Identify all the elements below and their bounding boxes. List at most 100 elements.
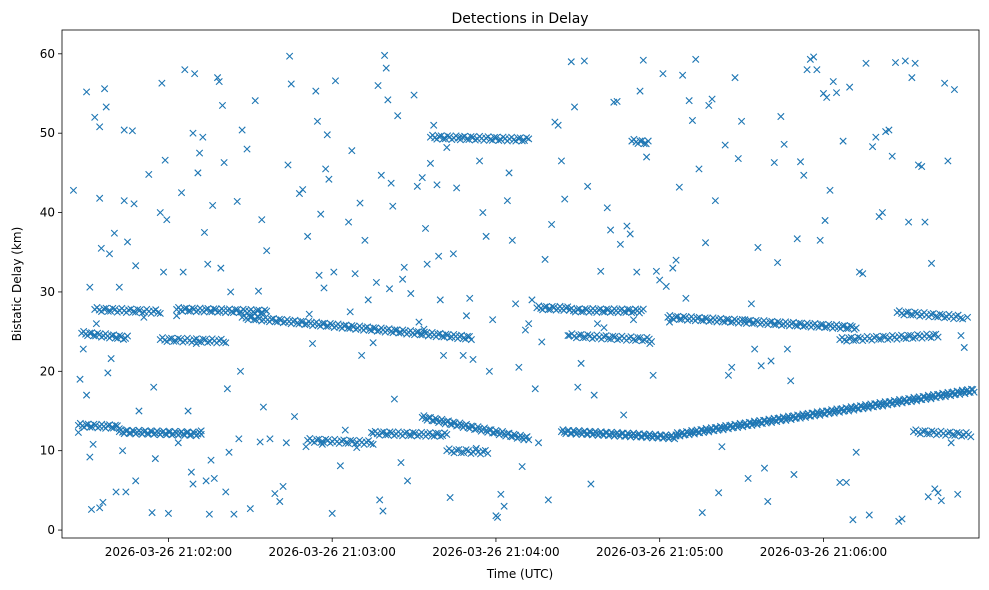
y-axis-label: Bistatic Delay (km) [10,227,24,342]
data-point-marker [931,312,940,321]
data-point-marker [122,488,130,496]
data-point-marker [282,439,290,447]
data-point-marker [207,456,215,464]
data-point-marker [446,493,454,502]
data-point-marker [484,449,492,458]
data-point-marker [100,85,109,93]
data-point-marker [907,311,915,319]
data-point-marker [957,332,965,340]
data-point-marker [318,440,326,448]
data-point-marker [878,208,886,217]
data-point-marker [138,309,146,317]
data-point-marker [770,320,778,328]
data-point-marker [960,343,968,352]
data-point-marker [161,430,169,438]
data-point-marker [140,313,148,321]
data-point-marker [927,259,936,267]
x-tick-label: 2026-03-26 21:03:00 [268,545,395,559]
data-point-marker [486,135,494,144]
data-point-marker [452,446,461,454]
data-point-marker [870,333,878,342]
data-point-marker [205,510,213,518]
data-point-marker [708,95,716,103]
data-point-marker [258,216,266,224]
data-point-marker [846,83,854,91]
data-point-marker [754,243,762,252]
data-point-marker [548,220,556,229]
data-point-marker [115,283,123,291]
data-point-marker [787,319,796,328]
data-point-marker [254,287,263,295]
data-point-marker [390,395,399,403]
data-point-marker [790,470,798,479]
data-point-marker [503,197,511,205]
data-point-marker [111,334,120,342]
data-point-marker [348,147,356,155]
data-point-marker [872,133,880,141]
data-point-marker [340,322,348,330]
data-point-marker [387,179,395,187]
data-point-marker [865,511,873,519]
data-point-marker [604,335,612,343]
data-point-marker [104,369,112,377]
data-point-marker [767,357,775,365]
data-point-marker [222,488,230,496]
data-point-marker [230,510,238,518]
data-point-marker [394,112,402,120]
data-point-marker [676,315,684,323]
data-point-marker [909,334,917,342]
data-point-marker [420,325,428,333]
data-point-marker [715,489,723,497]
data-point-marker [888,152,896,160]
data-point-marker [490,133,499,141]
plot-frame [61,29,980,539]
data-point-marker [416,331,425,339]
data-point-marker [525,320,533,328]
data-point-marker [659,70,667,78]
data-point-marker [466,294,474,302]
data-point-marker [921,218,929,226]
data-point-marker [181,66,189,74]
data-point-marker [413,182,421,190]
data-point-marker [639,305,647,313]
data-point-marker [927,310,935,318]
data-point-marker [958,432,966,440]
data-point-marker [862,59,870,67]
data-point-marker [344,218,353,226]
data-point-marker [290,412,299,421]
data-point-marker [479,447,487,455]
x-tick-label: 2026-03-26 21:04:00 [432,545,559,559]
data-point-marker [399,275,407,283]
data-point-marker [184,307,192,315]
data-point-marker [293,319,301,327]
data-point-marker [646,339,654,348]
y-tick-label: 10 [40,444,55,458]
data-point-marker [86,423,94,431]
data-point-marker [344,324,352,332]
data-point-marker [516,134,524,142]
data-point-marker [919,427,927,435]
data-point-marker [595,306,603,314]
data-point-marker [308,339,317,348]
data-point-marker [86,453,94,461]
data-point-marker [462,312,471,320]
data-point-marker [353,443,361,452]
data-point-marker [579,334,587,342]
data-point-marker [443,430,451,439]
data-point-marker [99,498,107,506]
data-point-marker [432,429,440,437]
data-point-marker [246,313,254,321]
data-point-marker [365,326,374,334]
data-point-marker [199,335,207,343]
data-point-marker [620,308,628,316]
data-point-marker [412,328,421,336]
data-point-marker [921,427,929,435]
data-point-marker [102,103,110,111]
data-point-marker [941,79,949,87]
data-point-marker [395,329,403,337]
y-tick-label: 20 [40,364,55,378]
data-point-marker [544,496,552,504]
data-point-marker [387,327,395,336]
data-point-marker [180,305,189,313]
